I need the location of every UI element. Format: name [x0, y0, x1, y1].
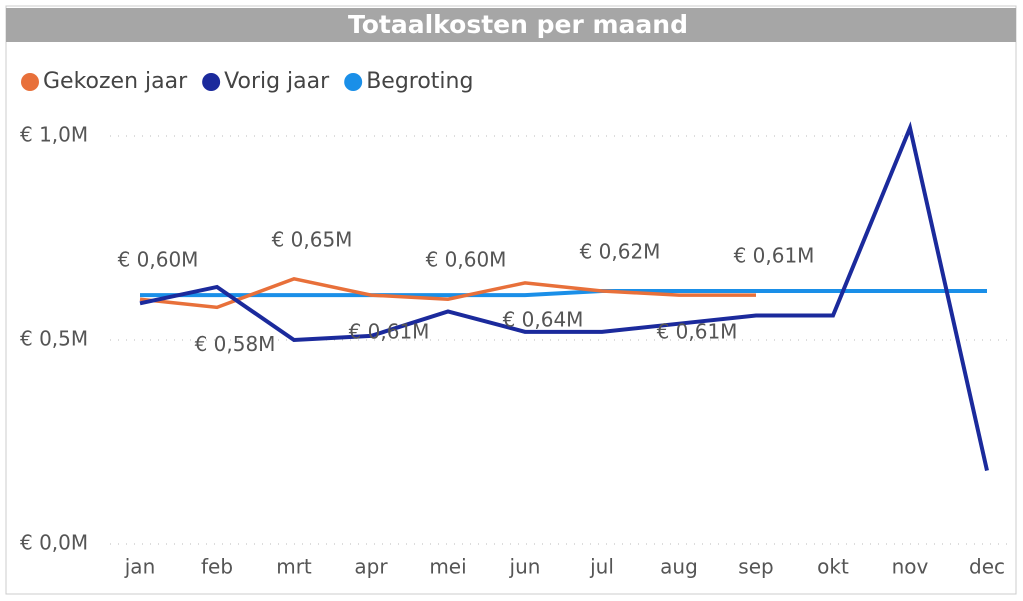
- series-line: [140, 289, 987, 298]
- x-tick-label: feb: [201, 555, 233, 579]
- data-label: € 0,64M: [503, 307, 584, 331]
- x-tick-label: jun: [509, 555, 541, 579]
- x-tick-label: jul: [589, 555, 614, 579]
- series-line: [139, 276, 756, 310]
- legend-marker: [202, 73, 221, 91]
- data-label: € 0,61M: [349, 320, 430, 344]
- chart-frame: [5, 5, 1017, 595]
- series-line: [139, 121, 989, 471]
- data-label: € 0,60M: [426, 248, 507, 272]
- x-tick-label: nov: [892, 555, 929, 579]
- data-label: € 0,60M: [118, 248, 199, 272]
- data-label: € 0,62M: [580, 240, 661, 264]
- y-tick-label: € 0,0M: [20, 531, 88, 555]
- x-tick-label: mrt: [276, 555, 312, 579]
- x-tick-label: apr: [354, 555, 388, 579]
- data-label: € 0,58M: [195, 332, 276, 356]
- legend-marker: [21, 73, 39, 91]
- x-tick-label: dec: [969, 555, 1005, 579]
- x-tick-label: okt: [817, 555, 849, 579]
- y-tick-label: € 1,0M: [20, 123, 88, 147]
- legend-label: Vorig jaar: [224, 69, 330, 94]
- legend-label: Begroting: [366, 69, 473, 94]
- chart-title: Totaalkosten per maand: [348, 10, 688, 39]
- x-tick-label: aug: [660, 555, 698, 579]
- x-tick-label: mei: [429, 555, 466, 579]
- x-tick-label: jan: [124, 555, 156, 579]
- data-label: € 0,61M: [657, 320, 738, 344]
- legend-marker: [344, 73, 363, 91]
- legend-label: Gekozen jaar: [43, 69, 188, 94]
- y-tick-label: € 0,5M: [20, 327, 88, 351]
- title-bar: [6, 8, 1016, 42]
- data-label: € 0,61M: [734, 244, 815, 268]
- data-label: € 0,65M: [272, 227, 353, 251]
- x-tick-label: sep: [738, 555, 773, 579]
